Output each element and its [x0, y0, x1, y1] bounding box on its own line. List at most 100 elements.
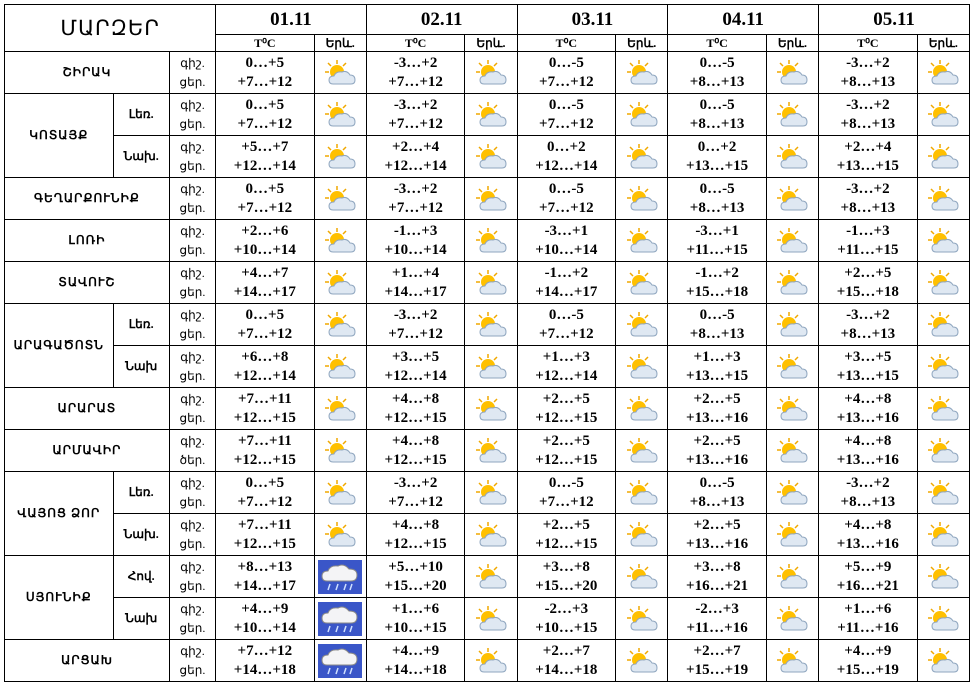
sun-cloud-icon — [626, 227, 658, 252]
icon-header: Երև. — [916, 34, 971, 52]
day-temp: +10…+14 — [233, 241, 296, 258]
icon-cell — [313, 93, 367, 136]
night-temp: +1…+4 — [392, 264, 440, 281]
sun-cloud-icon — [325, 521, 356, 546]
temp-cell: +6…+8 +12…+14 — [215, 345, 315, 388]
night-temp: +2…+5 — [693, 390, 741, 407]
period-labels: գիշ. ցեր. — [168, 513, 217, 556]
sun-cloud-icon — [928, 59, 959, 84]
sun-cloud-icon — [626, 647, 658, 672]
night-temp: +4…+7 — [241, 264, 289, 281]
period-labels: գիշ. ծեր. — [168, 429, 217, 472]
night-temp: +4…+9 — [392, 642, 440, 659]
night-temp: +5…+7 — [241, 138, 289, 155]
sun-cloud-icon — [777, 521, 808, 546]
sun-cloud-icon — [928, 101, 959, 126]
sun-cloud-icon — [777, 605, 808, 630]
sun-cloud-icon — [777, 101, 808, 126]
icon-cell — [615, 177, 669, 220]
temp-header: T⁰C — [818, 34, 918, 52]
temp-cell: 0…-5 +8…+13 — [667, 51, 767, 94]
date-header: 05.11 — [818, 4, 970, 35]
temp-cell: +4…+8 +13…+16 — [818, 387, 918, 430]
temp-cell: 0…-5 +7…+12 — [516, 471, 617, 514]
night-temp: +8…+13 — [237, 558, 293, 575]
temp-cell: +7…+11 +12…+15 — [215, 429, 315, 472]
period-label: գիշ. — [180, 475, 205, 490]
icon-cell — [916, 429, 971, 472]
sun-cloud-icon — [626, 563, 658, 588]
subregion-name: Նախ. — [112, 513, 170, 556]
temp-cell: +2…+5 +12…+15 — [516, 513, 617, 556]
icon-cell — [615, 219, 669, 262]
region-row: ԱՐԱՐԱՏ գիշ. ցեր. +7…+11 +12…+15 +4…+8 +12…+15 +… — [4, 387, 971, 430]
day-temp: +8…+13 — [840, 73, 896, 90]
day-temp: +11…+15 — [837, 241, 899, 258]
temp-cell: +3…+8 +15…+20 — [516, 555, 617, 598]
sun-cloud-icon — [325, 437, 356, 462]
icon-cell — [765, 345, 820, 388]
region-name: ԳԵՂԱՐՔՈՒՆԻՔ — [4, 177, 170, 220]
icon-cell — [464, 387, 518, 430]
night-temp: -1…+2 — [695, 264, 739, 281]
temp-cell: 0…+2 +13…+15 — [667, 135, 767, 178]
icon-cell — [313, 429, 367, 472]
temp-cell: -3…+2 +7…+12 — [365, 471, 466, 514]
day-temp: +8…+13 — [689, 199, 745, 216]
icon-cell — [615, 345, 669, 388]
icon-cell — [615, 51, 669, 94]
period-labels: գիշ. ցեր. — [168, 219, 217, 262]
day-temp: +8…+13 — [689, 493, 745, 510]
icon-cell — [765, 429, 820, 472]
temp-cell: -3…+2 +8…+13 — [818, 303, 918, 346]
temp-cell: -3…+2 +7…+12 — [365, 177, 466, 220]
period-labels: գիշ. ցեր. — [168, 135, 217, 178]
region-name: ԱՐԱՐԱՏ — [4, 387, 170, 430]
region-row: ՏԱՎՈՒՇ գիշ. ցեր. +4…+7 +14…+17 +1…+4 +14…+17 -1… — [4, 261, 971, 304]
temp-cell: 0…-5 +8…+13 — [667, 177, 767, 220]
night-temp: -3…+2 — [393, 180, 438, 197]
period-label: ցեր. — [179, 200, 206, 215]
icon-cell — [313, 387, 367, 430]
sun-cloud-icon — [777, 479, 808, 504]
icon-cell — [916, 135, 971, 178]
sun-cloud-icon — [626, 143, 658, 168]
temp-cell: 0…-5 +8…+13 — [667, 471, 767, 514]
icon-cell — [464, 345, 518, 388]
icon-cell — [765, 513, 820, 556]
sun-cloud-icon — [626, 605, 658, 630]
temp-cell: -3…+2 +7…+12 — [365, 51, 466, 94]
night-temp: +2…+5 — [542, 390, 590, 407]
sun-cloud-icon — [475, 647, 507, 672]
icon-cell — [765, 261, 820, 304]
date-header: 01.11 — [215, 4, 367, 35]
sun-cloud-icon — [325, 185, 356, 210]
sun-cloud-icon — [928, 311, 959, 336]
night-temp: +2…+4 — [392, 138, 440, 155]
day-temp: +16…+21 — [686, 577, 749, 594]
temp-cell: -3…+2 +8…+13 — [818, 177, 918, 220]
icon-cell — [464, 429, 518, 472]
night-temp: +2…+6 — [241, 222, 289, 239]
day-temp: +16…+21 — [836, 577, 899, 594]
temp-cell: -3…+2 +7…+12 — [365, 303, 466, 346]
day-temp: +10…+15 — [384, 619, 447, 636]
temp-header: T⁰C — [516, 34, 617, 52]
temp-cell: +4…+8 +12…+15 — [365, 387, 466, 430]
period-labels: գիշ. ցեր. — [168, 261, 217, 304]
day-temp: +14…+17 — [233, 283, 296, 300]
night-temp: +7…+11 — [237, 516, 292, 533]
icon-cell — [916, 513, 971, 556]
night-temp: -3…+2 — [393, 474, 438, 491]
period-label: գիշ. — [180, 265, 205, 280]
night-temp: +6…+8 — [241, 348, 289, 365]
subregion-name: Լեռ. — [112, 93, 170, 136]
icon-cell — [464, 93, 518, 136]
day-temp: +12…+15 — [233, 409, 296, 426]
day-temp: +12…+15 — [384, 451, 447, 468]
icon-cell — [765, 555, 820, 598]
night-temp: 0…-5 — [548, 96, 584, 113]
night-temp: +1…+3 — [542, 348, 590, 365]
night-temp: 0…-5 — [699, 54, 735, 71]
sun-cloud-icon — [325, 353, 356, 378]
